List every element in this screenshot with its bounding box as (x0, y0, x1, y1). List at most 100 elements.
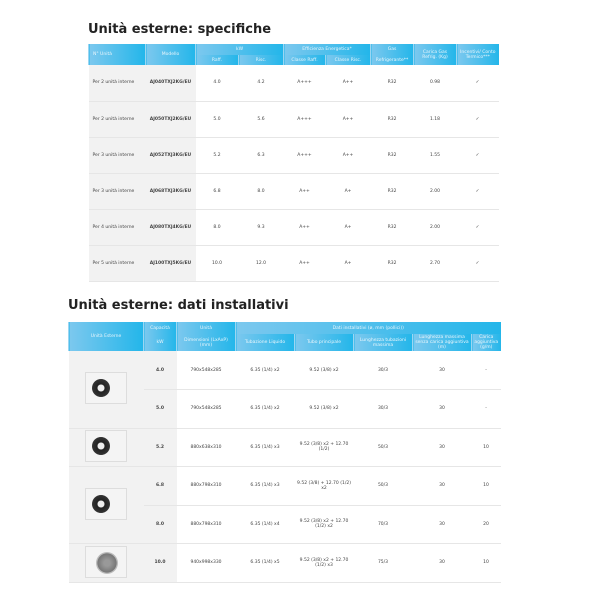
outdoor-unit-icon (85, 488, 127, 520)
header-classe-risc: Classe Risc. (324, 55, 371, 65)
spec-cell: AJ052TXJ3KG/EU (145, 137, 196, 174)
install-cell: 30 (412, 351, 472, 390)
install-cell: 6.35 (1/4) x3 (235, 428, 295, 467)
install-cell: 30/3 (353, 389, 413, 429)
install-cell: 6.35 (1/4) x2 (235, 351, 295, 390)
install-row: 8.0 880x798x310 6.35 (1/4) x4 9.52 (3/8) x2… (69, 505, 501, 544)
install-cell: 9.52 (3/8) x2 + 12.70 (1/2) x3 (294, 543, 354, 583)
install-cell: 940x998x330 (176, 543, 236, 583)
outdoor-unit-icon (85, 430, 127, 463)
specs-title: Unità esterne: specifiche (88, 22, 272, 37)
install-cell: 9.52 (3/8) x2 (294, 351, 354, 390)
install-cell: 6.35 (1/4) x4 (235, 505, 295, 544)
install-cell: - (471, 351, 501, 390)
install-cell: 4.0 (143, 351, 177, 390)
header-carica: Carica Gas Refrig. (Kg) (413, 44, 457, 65)
install-cell: 6.35 (1/4) x5 (235, 543, 295, 583)
install-cell: 9.52 (3/8) + 12.70 (1/2) x2 (294, 466, 354, 506)
spec-cell: AJ068TXJ3KG/EU (145, 173, 196, 210)
header-capacita: Capacità (143, 322, 177, 334)
header-unita: Unità (176, 322, 236, 334)
spec-cell: A+++ (283, 65, 326, 102)
install-title: Unità esterne: dati installativi (68, 298, 289, 313)
header-incentivi: Incentivi/ Conto Termico*** (456, 44, 499, 65)
spec-cell: Per 4 unità interne (88, 209, 146, 246)
install-cell: 70/3 (353, 505, 413, 544)
spec-cell: 1.55 (413, 137, 457, 174)
spec-cell: AJ040TXJ2KG/EU (145, 65, 196, 102)
install-cell: 10 (471, 466, 501, 506)
spec-row: Per 5 unità interne AJ100TXJ5KG/EU 10.0 12.… (88, 245, 499, 282)
install-cell: 30/3 (353, 351, 413, 390)
spec-cell: ✓ (456, 173, 499, 210)
spec-cell: 0.98 (413, 65, 457, 102)
header-lunghezza: Lunghezza tubazioni massima (353, 334, 413, 351)
spec-cell: A+++ (283, 101, 326, 138)
header-lunghezza-senza: Lunghezza massima senza carica aggiuntiv… (412, 334, 472, 351)
header-refrigerante: Refrigerante** (370, 55, 414, 65)
header-gas: Gas (370, 44, 414, 55)
specs-table: N° Unità Modello kW Efficienza Energetic… (88, 44, 499, 282)
spec-row: Per 2 unità interne AJ040TXJ2KG/EU 4.0 4.2 A… (88, 65, 499, 102)
spec-cell: R32 (370, 137, 414, 174)
spec-cell: 4.2 (238, 65, 284, 102)
header-dimensioni: Dimensioni (LxAxP) (mm) (176, 334, 236, 351)
install-cell: 9.52 (3/8) x2 + 12.70 (1/2) (294, 428, 354, 467)
install-row: 10.0 940x998x330 6.35 (1/4) x5 9.52 (3/8) x… (68, 543, 501, 583)
spec-cell: ✓ (456, 209, 499, 246)
install-row: 6.8 880x798x310 6.35 (1/4) x3 9.52 (3/8) + … (68, 466, 501, 544)
spec-cell: A++ (283, 245, 326, 282)
spec-cell: A++ (325, 101, 371, 138)
install-cell: - (471, 389, 501, 429)
spec-cell: 2.00 (413, 173, 457, 210)
spec-cell: ✓ (456, 245, 499, 282)
spec-row: Per 3 unità interne AJ052TXJ3KG/EU 5.2 6.3 A… (88, 137, 499, 174)
spec-cell: 12.0 (238, 245, 284, 282)
header-risc: Risc. (238, 55, 284, 65)
install-cell: 6.8 (143, 466, 177, 506)
spec-cell: 8.0 (238, 173, 284, 210)
fan-icon (96, 551, 118, 574)
header-liquido: Tubazione Liquido (235, 334, 295, 351)
install-cell: 10.0 (143, 543, 177, 583)
header-n-unita: N° Unità (88, 44, 146, 65)
spec-cell: A+ (325, 245, 371, 282)
install-cell: 20 (471, 505, 501, 544)
install-cell: 880x798x310 (176, 505, 236, 544)
spec-cell: 10.0 (195, 245, 239, 282)
spec-cell: 5.6 (238, 101, 284, 138)
spec-cell: AJ100TXJ5KG/EU (145, 245, 196, 282)
spec-cell: 2.70 (413, 245, 457, 282)
spec-cell: 5.0 (195, 101, 239, 138)
install-cell: 6.35 (1/4) x2 (235, 389, 295, 429)
install-row: 4.0 790x548x285 6.35 (1/4) x2 9.52 (3/8) x2… (68, 351, 501, 429)
install-cell: 790x548x285 (176, 351, 236, 390)
header-dati-installativi: Dati installativi (ø, mm (pollici)) (235, 322, 501, 334)
outdoor-unit-icon (85, 372, 127, 405)
install-cell: 30 (412, 466, 472, 506)
outdoor-unit-image (68, 351, 144, 429)
spec-cell: 8.0 (195, 209, 239, 246)
spec-cell: R32 (370, 173, 414, 210)
spec-cell: ✓ (456, 101, 499, 138)
install-cell: 8.0 (143, 505, 177, 544)
install-row: 5.2 880x638x310 6.35 (1/4) x3 9.52 (3/8) x2… (68, 428, 501, 467)
spec-cell: R32 (370, 101, 414, 138)
install-row: 5.0 790x548x285 6.35 (1/4) x2 9.52 (3/8) x2… (69, 389, 501, 429)
spec-cell: ✓ (456, 65, 499, 102)
install-cell: 30 (412, 543, 472, 583)
header-carica-aggiuntiva: Carica aggiuntiva (g/m) (471, 334, 501, 351)
outdoor-unit-icon (85, 545, 127, 578)
spec-cell: 9.3 (238, 209, 284, 246)
spec-cell: 6.8 (195, 173, 239, 210)
spec-row: Per 4 unità interne AJ080TXJ4KG/EU 8.0 9.3 A… (88, 209, 499, 246)
install-cell: 9.52 (3/8) x2 (294, 389, 354, 429)
spec-cell: 2.00 (413, 209, 457, 246)
outdoor-unit-image (68, 466, 144, 544)
header-modello: Modello (145, 44, 196, 65)
spec-row: Per 2 unità interne AJ050TXJ2KG/EU 5.0 5.6 A… (88, 101, 499, 138)
spec-cell: 6.3 (238, 137, 284, 174)
spec-cell: A+ (325, 173, 371, 210)
install-cell: 30 (412, 428, 472, 467)
install-cell: 10 (471, 543, 501, 583)
